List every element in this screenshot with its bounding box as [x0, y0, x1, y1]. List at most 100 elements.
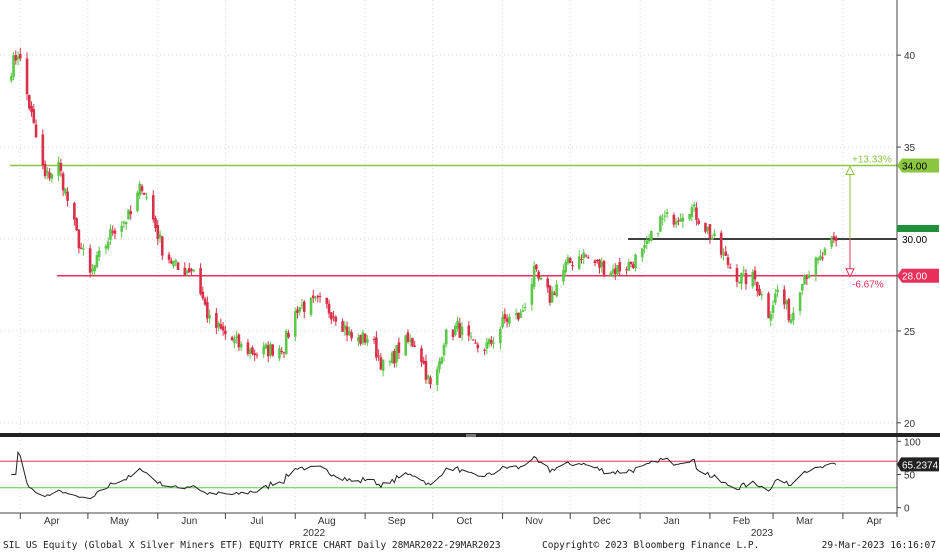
- candle-body-up: [57, 162, 60, 176]
- candle-body-up: [262, 346, 265, 355]
- candle-body-down: [406, 332, 410, 342]
- candle-body-up: [122, 221, 126, 224]
- candle-body-down: [48, 172, 51, 179]
- candle-body-up: [440, 357, 444, 364]
- candle-body-up: [816, 258, 820, 261]
- candle-body-up: [830, 238, 833, 247]
- candle-body-down: [142, 192, 146, 195]
- price-tick-label: 20: [904, 419, 916, 430]
- candle-body-down: [156, 225, 160, 239]
- candle-body-down: [595, 259, 599, 261]
- candle-body-up: [647, 239, 651, 242]
- candle-body-up: [803, 275, 806, 285]
- candle-body-down: [537, 271, 540, 279]
- month-label: Apr: [867, 516, 883, 527]
- candle-body-up: [499, 328, 502, 344]
- candle-body-up: [145, 197, 148, 199]
- candle-body-up: [460, 326, 464, 336]
- candle-body-up: [174, 260, 178, 263]
- candle-body-up: [453, 325, 457, 335]
- candle-body-down: [183, 267, 187, 275]
- candle-body-down: [471, 339, 475, 341]
- level-tag-28-bg: [897, 268, 939, 283]
- candle-body-down: [73, 203, 76, 220]
- candle-body-up: [82, 248, 85, 250]
- candle-body-down: [199, 268, 202, 295]
- candle-body-down: [625, 269, 628, 271]
- candle-body-up: [823, 248, 827, 256]
- candle-body-up: [442, 344, 446, 356]
- candle-body-up: [742, 270, 746, 272]
- candle-body-up: [523, 307, 527, 309]
- panel-resize-handle[interactable]: [466, 434, 476, 437]
- candle-body-down: [571, 264, 574, 267]
- month-label: Dec: [593, 516, 611, 527]
- candle-body-down: [282, 352, 286, 354]
- candle-body-down: [296, 309, 299, 313]
- candle-body-down: [151, 195, 155, 220]
- candle-body-down: [613, 268, 617, 275]
- candle-body-up: [501, 317, 504, 328]
- candle-body-down: [251, 347, 254, 354]
- candle-body-down: [708, 224, 712, 238]
- candle-body-down: [413, 345, 416, 347]
- candle-body-down: [744, 273, 748, 285]
- candle-body-up: [706, 226, 709, 231]
- month-label: Jan: [664, 516, 680, 527]
- candle-body-up: [381, 359, 385, 371]
- candle-body-up: [404, 335, 407, 356]
- candle-body-up: [136, 192, 139, 212]
- candle-body-up: [217, 323, 220, 327]
- candle-body-down: [129, 211, 133, 215]
- month-label: Aug: [318, 516, 336, 527]
- candle-body-down: [767, 293, 770, 318]
- candle-body-up: [95, 255, 99, 268]
- candle-body-up: [469, 336, 473, 338]
- candle-body-down: [224, 330, 227, 335]
- candle-body-down: [79, 247, 83, 249]
- rsi-tick-label: 100: [904, 437, 921, 448]
- candle-body-down: [176, 262, 180, 270]
- candle-body-down: [167, 254, 171, 260]
- candle-body-up: [819, 255, 822, 260]
- candle-body-down: [411, 337, 414, 347]
- candle-body-up: [158, 234, 162, 238]
- candle-body-down: [474, 342, 477, 344]
- candle-body-down: [66, 191, 69, 201]
- rsi-value-tag-text: 65.2374: [902, 460, 939, 471]
- downside-percent-label: -6.67%: [852, 280, 884, 291]
- rsi-value-tag-bg: [897, 457, 939, 472]
- candle-body-up: [532, 265, 536, 287]
- candle-body-down: [318, 296, 322, 298]
- candle-body-down: [359, 335, 362, 344]
- candle-body-up: [740, 272, 743, 284]
- candle-body-down: [728, 267, 732, 269]
- candle-body-up: [773, 293, 777, 303]
- candle-body-up: [50, 173, 54, 179]
- candle-body-down: [330, 312, 333, 320]
- candle-body-down: [25, 58, 29, 95]
- candle-body-up: [798, 292, 802, 312]
- candle-body-up: [737, 282, 741, 284]
- candle-body-down: [75, 218, 78, 231]
- candle-body-up: [564, 262, 567, 273]
- candle-body-up: [807, 274, 811, 279]
- candle-body-down: [758, 288, 761, 296]
- candle-body-up: [627, 262, 631, 271]
- candle-body-down: [618, 262, 622, 272]
- candle-body-up: [127, 209, 130, 220]
- candle-body-up: [785, 300, 788, 304]
- candle-body-down: [221, 326, 225, 331]
- candle-body-up: [519, 312, 522, 318]
- candle-body-up: [293, 311, 297, 337]
- candle-body-down: [18, 54, 22, 59]
- candle-body-up: [124, 222, 128, 225]
- candle-body-up: [674, 221, 678, 225]
- candle-body-down: [341, 321, 344, 332]
- candle-body-down: [726, 257, 730, 265]
- candle-body-up: [314, 297, 317, 299]
- candle-body-up: [550, 290, 554, 303]
- candle-body-down: [255, 354, 259, 356]
- candle-body-up: [269, 343, 272, 356]
